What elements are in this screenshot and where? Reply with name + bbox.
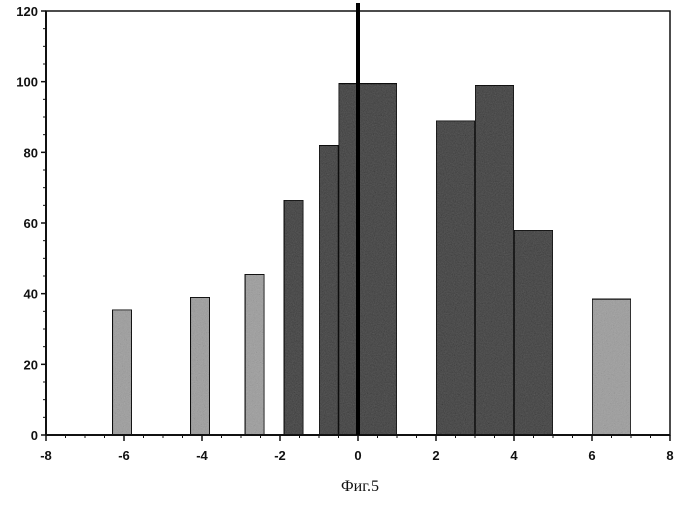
bar-3: [284, 200, 304, 435]
y-tick-label: 120: [16, 4, 38, 19]
x-tick-label: -6: [118, 448, 130, 463]
x-tick-label: -2: [274, 448, 286, 463]
x-tick-label: 2: [432, 448, 439, 463]
bar-7: [436, 121, 475, 435]
figure-caption: Фиг.5: [341, 478, 379, 495]
y-tick-label: 60: [24, 216, 38, 231]
bar-10: [592, 299, 631, 435]
bar-4: [319, 145, 339, 435]
y-tick-label: 100: [16, 75, 38, 90]
x-tick-label: 8: [666, 448, 673, 463]
bar-0: [112, 310, 132, 435]
x-tick-label: 0: [354, 448, 361, 463]
y-tick-label: 80: [24, 145, 38, 160]
y-tick-label: 40: [24, 287, 38, 302]
x-tick-label: 6: [588, 448, 595, 463]
x-tick-label: -8: [40, 448, 52, 463]
x-tick-label: -4: [196, 448, 208, 463]
y-tick-label: 20: [24, 357, 38, 372]
bar-6: [358, 83, 397, 435]
bar-9: [514, 230, 553, 435]
bar-5: [339, 83, 359, 435]
x-tick-label: 4: [510, 448, 518, 463]
bar-2: [245, 274, 265, 435]
bar-8: [475, 85, 514, 435]
bars-group: [112, 83, 631, 435]
bar-1: [190, 297, 210, 435]
y-tick-label: 0: [31, 428, 38, 443]
